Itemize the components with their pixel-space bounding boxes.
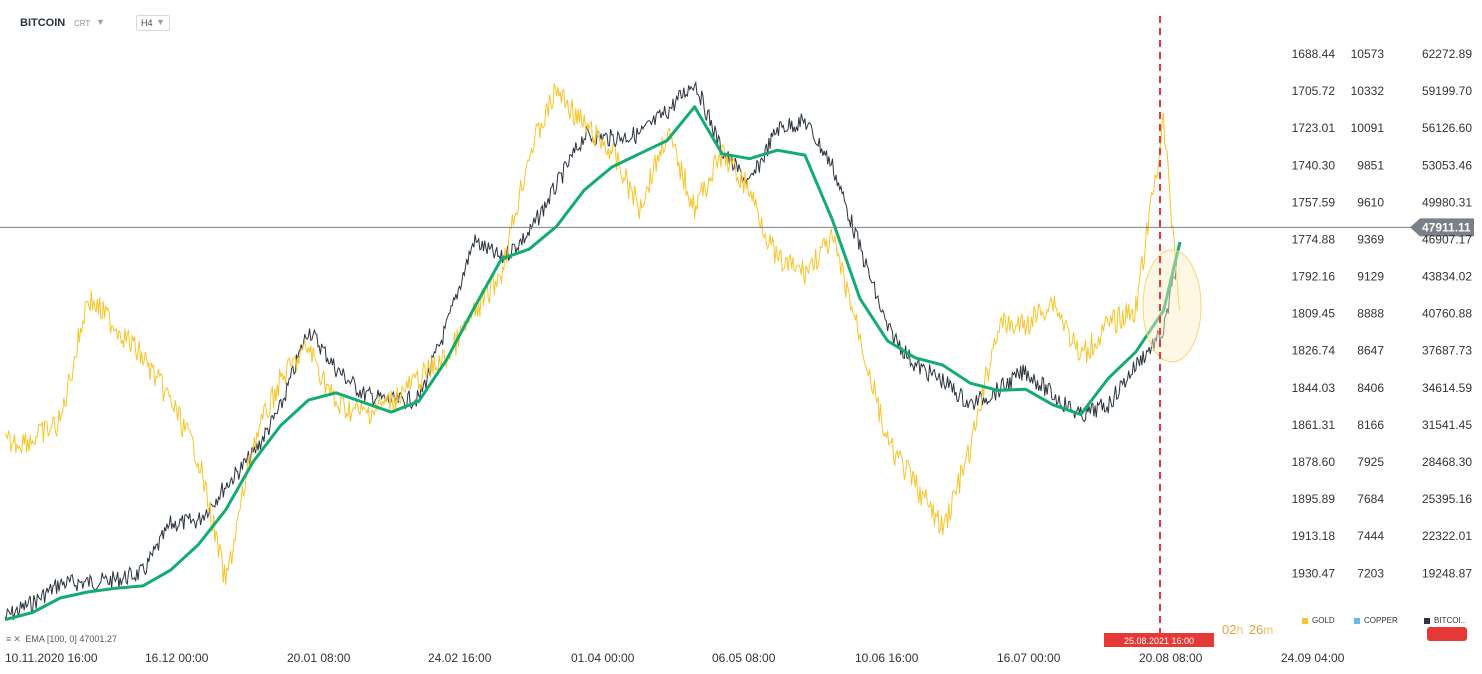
chart-header: BITCOIN CRT ▼ H4 ▼ <box>0 10 400 36</box>
axis-bitcoin-tick: 40760.88 <box>1422 307 1472 321</box>
event-marker-badge <box>1104 633 1214 647</box>
axis-gold-tick: 1809.45 <box>1292 307 1336 321</box>
axis-bitcoin-tick: 49980.31 <box>1422 195 1472 209</box>
x-axis-tick: 16.12 00:00 <box>145 651 209 665</box>
axis-gold-tick: 1792.16 <box>1292 270 1336 284</box>
axis-copper-tick: 9129 <box>1357 270 1384 284</box>
series-ema-line <box>4 105 1182 622</box>
current-price-tag <box>1410 218 1474 237</box>
axis-bitcoin-tick: 56126.60 <box>1422 121 1472 135</box>
axis-bitcoin-tick: 34614.59 <box>1422 381 1472 395</box>
axis-gold-tick: 1930.47 <box>1292 566 1336 580</box>
axis-bitcoin-tick: 31541.45 <box>1422 418 1472 432</box>
indicator-params: [100, 0] <box>46 634 77 644</box>
axis-gold-tick: 1705.72 <box>1292 84 1336 98</box>
legend-remove-button[interactable] <box>1427 627 1467 641</box>
legend-label: BITCOI.. <box>1434 616 1466 625</box>
axis-copper-tick: 7444 <box>1357 529 1384 543</box>
symbol-name[interactable]: BITCOIN <box>20 17 66 29</box>
countdown-hours: 02 <box>1222 622 1237 637</box>
x-axis-tick: 06.05 08:00 <box>712 651 776 665</box>
axis-copper-tick: 9610 <box>1357 195 1384 209</box>
legend-swatch-gold <box>1302 617 1308 624</box>
countdown-minutes-unit: m <box>1263 623 1274 637</box>
axis-gold-tick: 1688.44 <box>1292 47 1336 61</box>
axis-copper-tick: 7203 <box>1357 566 1384 580</box>
timeframe-value: H4 <box>141 18 153 28</box>
axis-bitcoin-tick: 43834.02 <box>1422 270 1472 284</box>
x-axis-tick: 24.02 16:00 <box>428 651 492 665</box>
timeframe-select[interactable]: H4 ▼ <box>136 15 170 31</box>
axis-gold-tick: 1895.89 <box>1292 492 1336 506</box>
countdown-hours-unit: h <box>1236 623 1244 637</box>
axis-gold-tick: 1913.18 <box>1292 529 1336 543</box>
axis-copper-tick: 8166 <box>1357 418 1384 432</box>
indicator-name: EMA <box>25 634 45 644</box>
indicator-settings-icon[interactable]: ≡ <box>6 634 12 644</box>
axis-bitcoin-tick: 53053.46 <box>1422 158 1472 172</box>
x-axis-tick: 01.04 00:00 <box>571 651 635 665</box>
axis-copper-tick: 9369 <box>1357 232 1384 246</box>
legend-item-copper[interactable]: COPPER <box>1354 616 1398 625</box>
x-axis-tick: 10.06 16:00 <box>855 651 919 665</box>
series-bitcoin-line <box>4 80 1180 620</box>
candle-countdown: 02h 26m <box>1222 622 1275 637</box>
axis-bitcoin-tick: 25395.16 <box>1422 492 1472 506</box>
axis-copper-tick: 8647 <box>1357 344 1384 358</box>
indicator-value: 47001.27 <box>79 634 117 644</box>
indicator-label[interactable]: ≡ ✕ EMA [100, 0] 47001.27 <box>6 634 117 645</box>
axis-gold-tick: 1861.31 <box>1292 418 1336 432</box>
x-axis-tick: 24.09 04:00 <box>1281 651 1345 665</box>
axis-copper-tick: 10332 <box>1351 84 1385 98</box>
axis-gold-tick: 1844.03 <box>1292 381 1336 395</box>
x-axis-tick: 20.01 08:00 <box>287 651 351 665</box>
axis-copper-tick: 7684 <box>1357 492 1384 506</box>
axis-copper-tick: 10573 <box>1351 47 1385 61</box>
axis-bitcoin-tick: 37687.73 <box>1422 344 1472 358</box>
x-axis-tick: 20.08 08:00 <box>1139 651 1203 665</box>
legend-swatch-copper <box>1354 617 1360 624</box>
axis-bitcoin-tick: 22322.01 <box>1422 529 1472 543</box>
axis-gold-tick: 1723.01 <box>1292 121 1336 135</box>
axis-copper-tick: 10091 <box>1351 121 1385 135</box>
series-gold-line <box>4 83 1181 586</box>
axis-copper-tick: 9851 <box>1357 158 1384 172</box>
axis-copper-tick: 7925 <box>1357 455 1384 469</box>
axis-copper-tick: 8888 <box>1357 307 1384 321</box>
highlight-ellipse <box>1142 249 1202 363</box>
chevron-down-icon: ▼ <box>156 17 165 27</box>
close-icon[interactable]: ✕ <box>13 634 21 644</box>
symbol-dropdown-icon[interactable]: ▼ <box>96 17 105 27</box>
axis-bitcoin-tick: 59199.70 <box>1422 84 1472 98</box>
axis-bitcoin-tick: 46907.17 <box>1422 232 1472 246</box>
legend-label: COPPER <box>1364 616 1398 625</box>
event-marker-label: 25.08.2021 16:00 <box>1124 636 1194 646</box>
countdown-minutes: 26 <box>1248 622 1264 637</box>
axis-gold-tick: 1774.88 <box>1292 232 1336 246</box>
x-axis-tick: 16.07 00:00 <box>997 651 1061 665</box>
legend-item-bitcoin[interactable]: BITCOI.. <box>1424 616 1465 625</box>
axis-bitcoin-tick: 19248.87 <box>1422 566 1472 580</box>
axis-gold-tick: 1757.59 <box>1292 195 1336 209</box>
axis-bitcoin-tick: 62272.89 <box>1422 47 1472 61</box>
axis-copper-tick: 8406 <box>1357 381 1384 395</box>
legend-label: GOLD <box>1312 616 1335 625</box>
symbol-type: CRT <box>74 19 91 28</box>
axis-gold-tick: 1740.30 <box>1292 158 1336 172</box>
x-axis-tick: 10.11.2020 16:00 <box>5 651 98 665</box>
legend-swatch-bitcoin <box>1424 617 1430 624</box>
current-price-label: 47911.11 <box>1422 220 1471 234</box>
legend-item-gold[interactable]: GOLD <box>1302 616 1335 625</box>
axis-bitcoin-tick: 28468.30 <box>1422 455 1472 469</box>
axis-gold-tick: 1826.74 <box>1292 344 1336 358</box>
axis-gold-tick: 1878.60 <box>1292 455 1336 469</box>
